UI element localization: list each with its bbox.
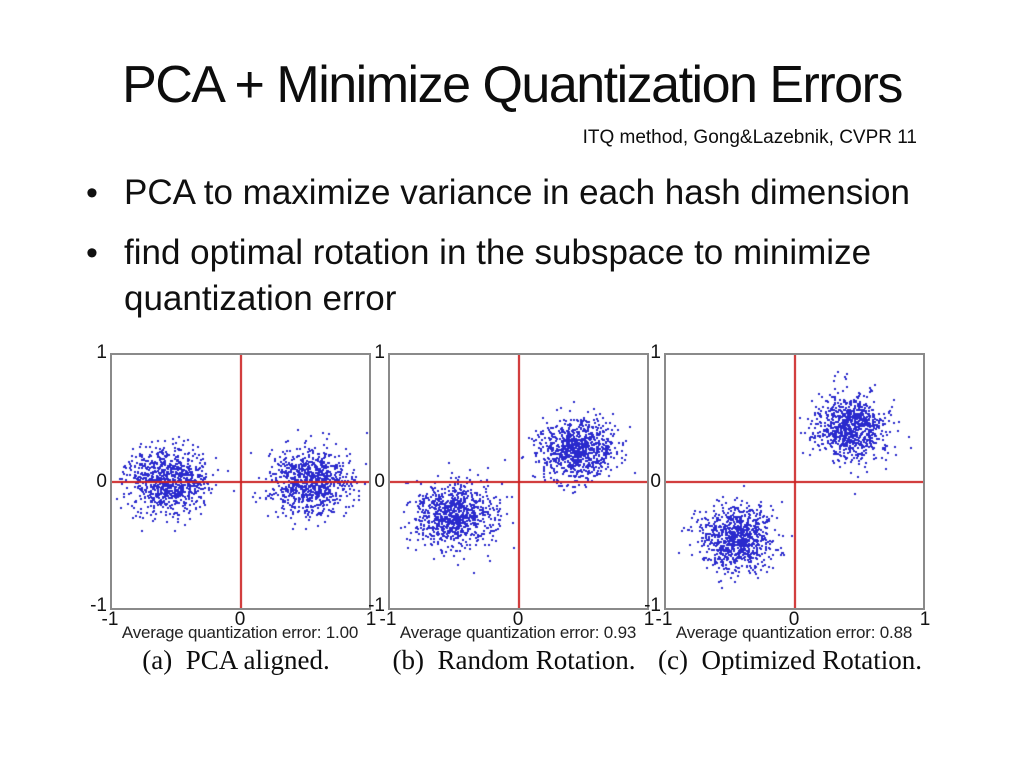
scatter-canvas-a <box>112 355 369 608</box>
y-tick-label: -1 <box>644 595 661 616</box>
x-tick-label: 0 <box>788 609 800 630</box>
x-tick-label: 0 <box>234 609 246 630</box>
quantization-error-caption-a: Average quantization error: 1.00 <box>121 623 359 642</box>
y-tick-label: 0 <box>650 471 661 492</box>
subfigure-label-b: (b) Random Rotation. <box>392 645 636 675</box>
plot-area-b <box>388 353 649 610</box>
bullet-item-rotation: find optimal rotation in the subspace to… <box>84 230 964 322</box>
scatter-panel-b: 1 0 -1 -1 0 1 Average quantization error… <box>364 342 664 705</box>
y-tick-label: 1 <box>96 342 107 363</box>
y-tick-label: 0 <box>374 471 385 492</box>
x-tick-label: -1 <box>379 609 397 630</box>
scatter-panel-c: 1 0 -1 -1 0 1 Average quantization error… <box>640 342 940 705</box>
slide-title: PCA + Minimize Quantization Errors <box>122 56 903 114</box>
y-tick-label: 1 <box>374 342 385 363</box>
quantization-error-caption-b: Average quantization error: 0.93 <box>399 623 637 642</box>
x-tick-label: 0 <box>512 609 524 630</box>
quantization-error-caption-c: Average quantization error: 0.88 <box>675 623 913 642</box>
subfigure-label-a: (a) PCA aligned. <box>142 645 330 675</box>
citation-subtitle: ITQ method, Gong&Lazebnik, CVPR 11 <box>582 127 917 148</box>
plot-area-c <box>664 353 925 610</box>
x-tick-label: -1 <box>655 609 673 630</box>
subfigure-label-c: (c) Optimized Rotation. <box>658 645 922 675</box>
y-tick-label: -1 <box>368 595 385 616</box>
y-tick-label: 1 <box>650 342 661 363</box>
y-tick-label: 0 <box>96 471 107 492</box>
plot-area-a <box>110 353 371 610</box>
bullet-list: PCA to maximize variance in each hash di… <box>84 170 964 322</box>
x-tick-label: 1 <box>643 609 655 630</box>
x-tick-label: 1 <box>919 609 931 630</box>
bullet-item-pca: PCA to maximize variance in each hash di… <box>84 170 964 216</box>
y-tick-label: -1 <box>90 595 107 616</box>
x-tick-label: -1 <box>101 609 119 630</box>
scatter-canvas-b <box>390 355 647 608</box>
scatter-panel-a: 1 0 -1 -1 0 1 Average quantization error… <box>86 342 386 705</box>
scatter-canvas-c <box>666 355 923 608</box>
x-tick-label: 1 <box>365 609 377 630</box>
